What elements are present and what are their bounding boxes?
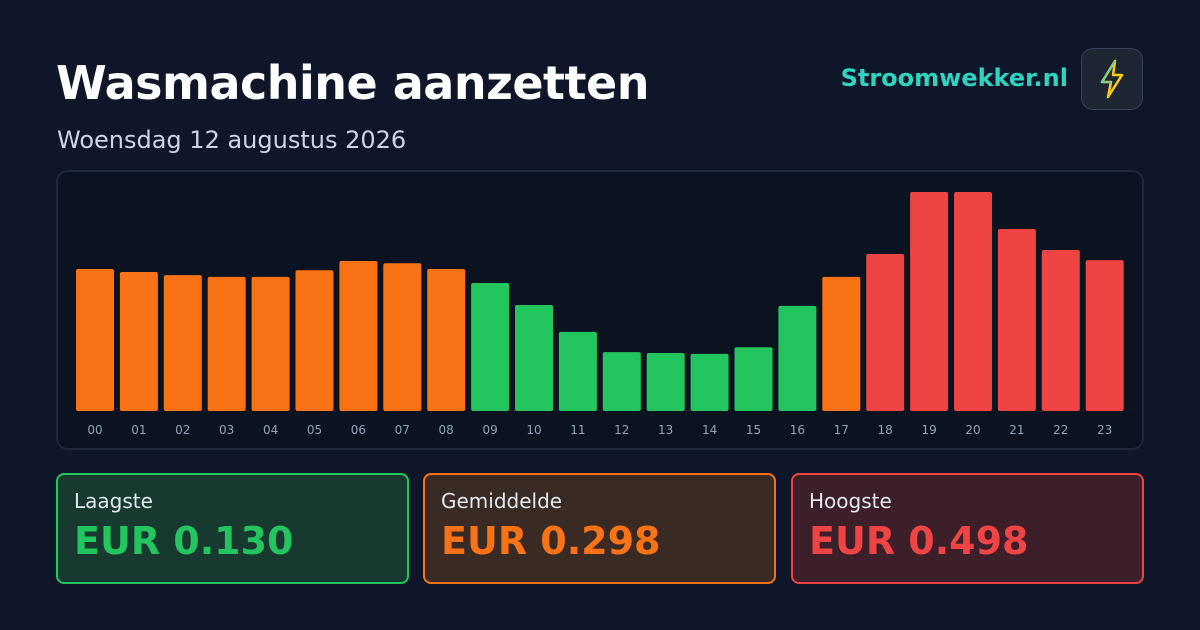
chart: 00 01 02 03 04 05 06 07 08 09 10 11 12 13 14 15 16 17 18 19… bbox=[76, 192, 1124, 437]
bar bbox=[734, 347, 773, 411]
bar bbox=[778, 305, 817, 411]
stat-value: EUR 0.298 bbox=[441, 519, 661, 563]
bar bbox=[822, 276, 861, 411]
bar bbox=[207, 276, 246, 411]
bar bbox=[602, 352, 641, 411]
stat-card: Laagste EUR 0.130 bbox=[56, 473, 409, 584]
x-tick-label: 16 bbox=[790, 423, 805, 437]
bar bbox=[383, 263, 422, 411]
x-tick-label: 09 bbox=[482, 423, 497, 437]
x-tick-label: 02 bbox=[175, 423, 190, 437]
x-tick-label: 14 bbox=[702, 423, 717, 437]
bar bbox=[1085, 260, 1124, 411]
bar bbox=[646, 352, 685, 411]
x-tick-label: 06 bbox=[351, 423, 366, 437]
bar bbox=[558, 331, 597, 411]
x-tick-label: 07 bbox=[395, 423, 410, 437]
bar bbox=[76, 268, 114, 411]
bar bbox=[471, 283, 510, 411]
stat-value: EUR 0.498 bbox=[809, 519, 1029, 563]
bar bbox=[295, 270, 334, 411]
x-tick-label: 13 bbox=[658, 423, 673, 437]
bar bbox=[954, 192, 992, 411]
brand: Stroomwekker.nl bbox=[840, 64, 1068, 92]
brand-icon bbox=[1081, 48, 1143, 110]
x-tick-label: 00 bbox=[87, 423, 102, 437]
x-tick-label: 15 bbox=[746, 423, 761, 437]
x-tick-label: 01 bbox=[131, 423, 146, 437]
stat-label: Gemiddelde bbox=[441, 489, 563, 513]
stat-label: Laagste bbox=[74, 489, 153, 513]
stat-card: Hoogste EUR 0.498 bbox=[791, 473, 1144, 584]
x-tick-label: 18 bbox=[878, 423, 893, 437]
stat-card: Gemiddelde EUR 0.298 bbox=[423, 473, 776, 584]
x-tick-label: 10 bbox=[526, 423, 541, 437]
bar bbox=[251, 276, 290, 411]
x-tick-label: 12 bbox=[614, 423, 629, 437]
bar bbox=[163, 275, 202, 411]
title: Wasmachine aanzetten bbox=[56, 56, 649, 110]
x-tick-label: 05 bbox=[307, 423, 322, 437]
x-tick-label: 21 bbox=[1009, 423, 1024, 437]
subtitle: Woensdag 12 augustus 2026 bbox=[57, 126, 407, 154]
stat-value: EUR 0.130 bbox=[74, 519, 294, 563]
x-tick-label: 04 bbox=[263, 423, 278, 437]
bar bbox=[866, 254, 905, 411]
x-tick-label: 03 bbox=[219, 423, 234, 437]
bar bbox=[910, 192, 949, 411]
x-tick-label: 20 bbox=[965, 423, 980, 437]
bolt-icon bbox=[1100, 59, 1124, 99]
bar bbox=[515, 305, 553, 411]
bar bbox=[997, 228, 1036, 411]
x-tick-label: 22 bbox=[1053, 423, 1068, 437]
x-tick-label: 08 bbox=[439, 423, 454, 437]
x-tick-label: 23 bbox=[1097, 423, 1112, 437]
bar bbox=[1041, 250, 1080, 411]
stat-label: Hoogste bbox=[809, 489, 892, 513]
bar bbox=[339, 261, 378, 411]
x-tick-label: 19 bbox=[921, 423, 936, 437]
bar bbox=[690, 353, 729, 411]
x-tick-label: 17 bbox=[834, 423, 849, 437]
bar bbox=[119, 272, 158, 411]
x-tick-label: 11 bbox=[570, 423, 585, 437]
bar bbox=[427, 268, 466, 411]
